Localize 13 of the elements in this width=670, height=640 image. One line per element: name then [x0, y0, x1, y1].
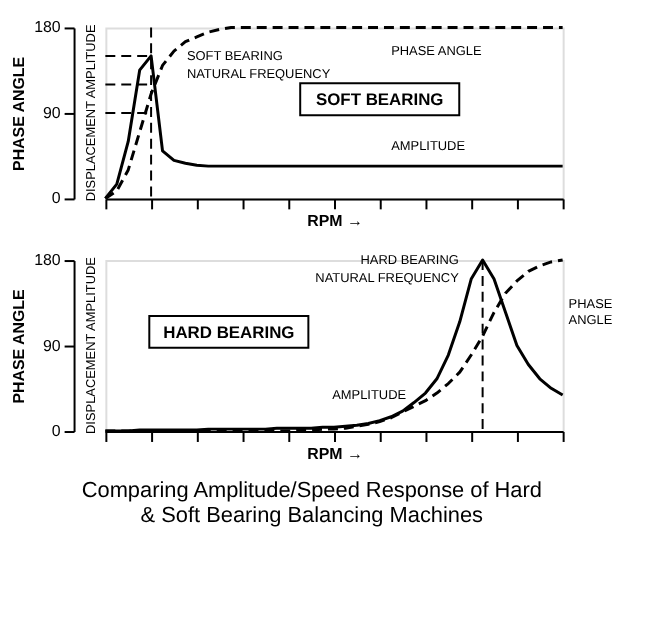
x-axis-title: RPM →: [307, 444, 363, 463]
y-axis-title: PHASE ANGLE: [10, 56, 29, 171]
text: Comparing Amplitude/Speed Response of Hard & Soft Bearing Balancing Machines: [81, 478, 542, 529]
annotation: SOFT BEARING: [315, 89, 445, 110]
y-tick-label: 0: [51, 422, 62, 440]
y-tick-label: 90: [42, 103, 62, 122]
y-tick-label: 90: [42, 336, 62, 355]
y-tick-label: 0: [51, 189, 62, 208]
y-tick-label: 180: [34, 18, 62, 37]
x-axis-title: RPM →: [307, 212, 363, 231]
y-tick-label: 180: [34, 251, 62, 270]
annotation: HARD BEARING: [163, 321, 296, 342]
y-axis-title: PHASE ANGLE: [10, 289, 29, 404]
